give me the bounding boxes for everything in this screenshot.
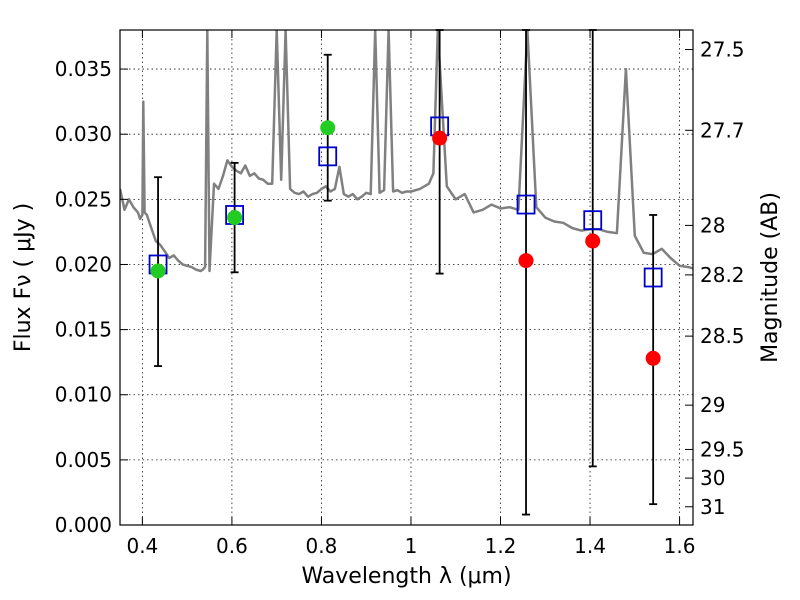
right-tick-label: 29.5 bbox=[700, 437, 745, 461]
model-spectrum-layer bbox=[120, 30, 693, 273]
x-tick-label: 0.6 bbox=[216, 534, 248, 558]
observed-point bbox=[227, 210, 243, 226]
model-photometry-square bbox=[583, 210, 603, 231]
axis-ticks: 0.4 0.6 0.8 1 1.2 1.4 1.6 0.000 0.005 0.010 0.015 0… bbox=[55, 30, 745, 558]
right-tick-label: 29 bbox=[700, 393, 725, 417]
y-tick-label: 0.020 bbox=[55, 252, 112, 276]
model-photometry-layer bbox=[148, 116, 663, 288]
x-axis-label: Wavelength λ (μm) bbox=[301, 564, 511, 589]
right-tick-label: 28.5 bbox=[700, 324, 745, 348]
observed-point bbox=[585, 233, 601, 249]
right-tick-label: 27.7 bbox=[700, 118, 745, 142]
plot-frame bbox=[119, 29, 694, 526]
y-tick-label: 0.010 bbox=[55, 383, 112, 407]
y-tick-label: 0.000 bbox=[55, 513, 112, 537]
observed-points-layer bbox=[150, 120, 661, 366]
observed-point bbox=[518, 253, 534, 269]
x-tick-label: 1.4 bbox=[574, 534, 606, 558]
right-tick-label: 28 bbox=[700, 213, 725, 237]
y-axis-label: Flux Fν ( μJy ) bbox=[11, 203, 36, 352]
observed-point bbox=[432, 130, 448, 146]
right-tick-label: 31 bbox=[700, 495, 725, 519]
x-tick-label: 1 bbox=[405, 534, 418, 558]
y-tick-label: 0.015 bbox=[55, 318, 112, 342]
errorbar-layer bbox=[154, 29, 658, 516]
x-tick-label: 0.4 bbox=[126, 534, 158, 558]
x-tick-label: 1.2 bbox=[485, 534, 517, 558]
right-tick-label: 28.2 bbox=[700, 263, 745, 287]
right-tick-label: 27.5 bbox=[700, 38, 745, 62]
model-photometry-square bbox=[516, 194, 536, 215]
y-tick-label: 0.025 bbox=[55, 187, 112, 211]
right-tick-label: 30 bbox=[700, 466, 725, 490]
x-tick-label: 1.6 bbox=[664, 534, 696, 558]
right-axis-label: Magnitude (AB) bbox=[758, 192, 783, 363]
y-tick-label: 0.035 bbox=[55, 57, 112, 81]
y-tick-label: 0.030 bbox=[55, 122, 112, 146]
model-photometry-square bbox=[643, 267, 663, 288]
model-photometry-square bbox=[318, 146, 338, 167]
model-spectrum-line bbox=[120, 30, 693, 273]
observed-point bbox=[150, 263, 166, 279]
observed-point bbox=[645, 350, 661, 366]
x-tick-label: 0.8 bbox=[306, 534, 338, 558]
y-tick-label: 0.005 bbox=[55, 448, 112, 472]
observed-point bbox=[320, 120, 336, 136]
